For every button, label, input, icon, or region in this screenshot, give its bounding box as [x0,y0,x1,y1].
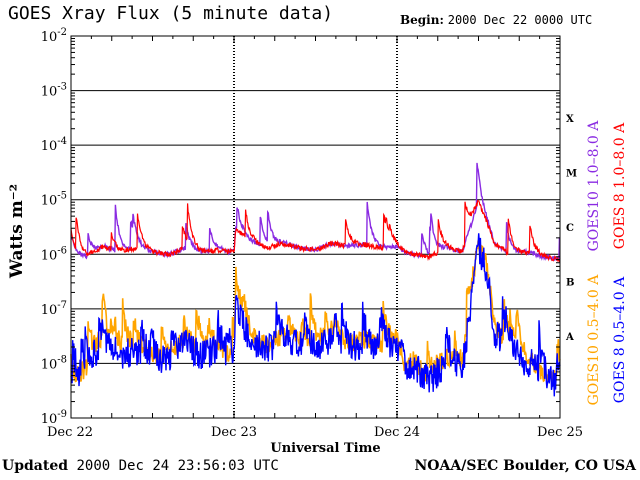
x-tick-label: Dec 22 [47,425,93,440]
updated-label: Updated [2,458,69,474]
flare-class-label: C [566,223,574,234]
x-axis-title: Universal Time [270,441,380,452]
y-tick-label: 10-8 [41,354,67,372]
legend-entry: GOES10 1.0–8.0 A [586,120,602,252]
flare-class-label: M [566,168,577,179]
flare-class-label: X [566,114,574,125]
flare-class-label: B [566,278,574,289]
legend-entry: GOES10 0.5–4.0 A [586,274,602,406]
updated-value: 2000 Dec 24 23:56:03 UTC [76,458,279,474]
flare-class-label: A [565,332,574,343]
x-tick-label: Dec 24 [374,425,420,440]
y-tick-label: 10-2 [41,27,67,45]
updated-timestamp: Updated 2000 Dec 24 23:56:03 UTC [2,458,279,474]
plot-frame [70,35,561,419]
begin-value: 2000 Dec 22 0000 UTC [447,13,593,27]
y-tick-label: 10-9 [41,409,67,427]
begin-time: Begin: 2000 Dec 22 0000 UTC [400,13,592,27]
chart-title: GOES Xray Flux (5 minute data) [8,3,334,24]
series-line-goes8-short [70,233,561,397]
y-tick-label: 10-4 [41,136,67,154]
legend-entry: GOES 8 1.0–8.0 A [612,122,628,249]
data-source: NOAA/SEC Boulder, CO USA [414,458,637,474]
series-line-goes8-long [70,199,561,263]
y-axis-title: Watts m⁻² [7,184,27,279]
legend-entry: GOES 8 0.5–4.0 A [612,276,628,403]
begin-label: Begin: [400,13,444,27]
x-tick-label: Dec 25 [537,425,583,440]
plot-area [71,36,560,418]
y-tick-label: 10-6 [41,245,67,263]
x-tick-label: Dec 23 [211,425,257,440]
xray-flux-chart: 10-2 10-3 10-4 10-5 10-6 10-7 10-8 10-9 X M C B A Dec… [7,27,628,452]
y-tick-label: 10-7 [41,300,67,318]
y-tick-label: 10-3 [41,82,67,100]
y-tick-label: 10-5 [41,191,67,209]
